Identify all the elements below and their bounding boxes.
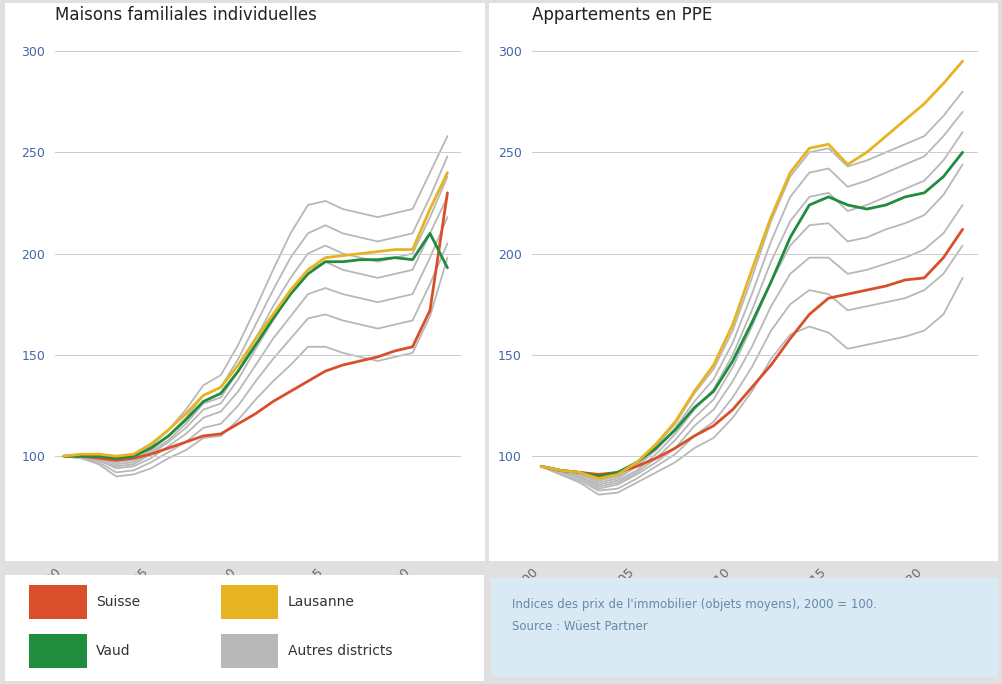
Bar bbox=[29, 634, 86, 668]
Text: Vaud: Vaud bbox=[96, 644, 130, 658]
Text: Suisse: Suisse bbox=[96, 595, 140, 609]
Text: Lausanne: Lausanne bbox=[288, 595, 355, 609]
Text: Maisons familiales individuelles: Maisons familiales individuelles bbox=[55, 5, 317, 24]
Text: Autres districts: Autres districts bbox=[288, 644, 392, 658]
Text: Appartements en PPE: Appartements en PPE bbox=[531, 5, 711, 24]
Bar bbox=[220, 586, 278, 619]
Text: Indices des prix de l'immobilier (objets moyens), 2000 = 100.
Source : Wüest Par: Indices des prix de l'immobilier (objets… bbox=[511, 598, 876, 633]
Bar bbox=[220, 634, 278, 668]
Bar bbox=[29, 586, 86, 619]
